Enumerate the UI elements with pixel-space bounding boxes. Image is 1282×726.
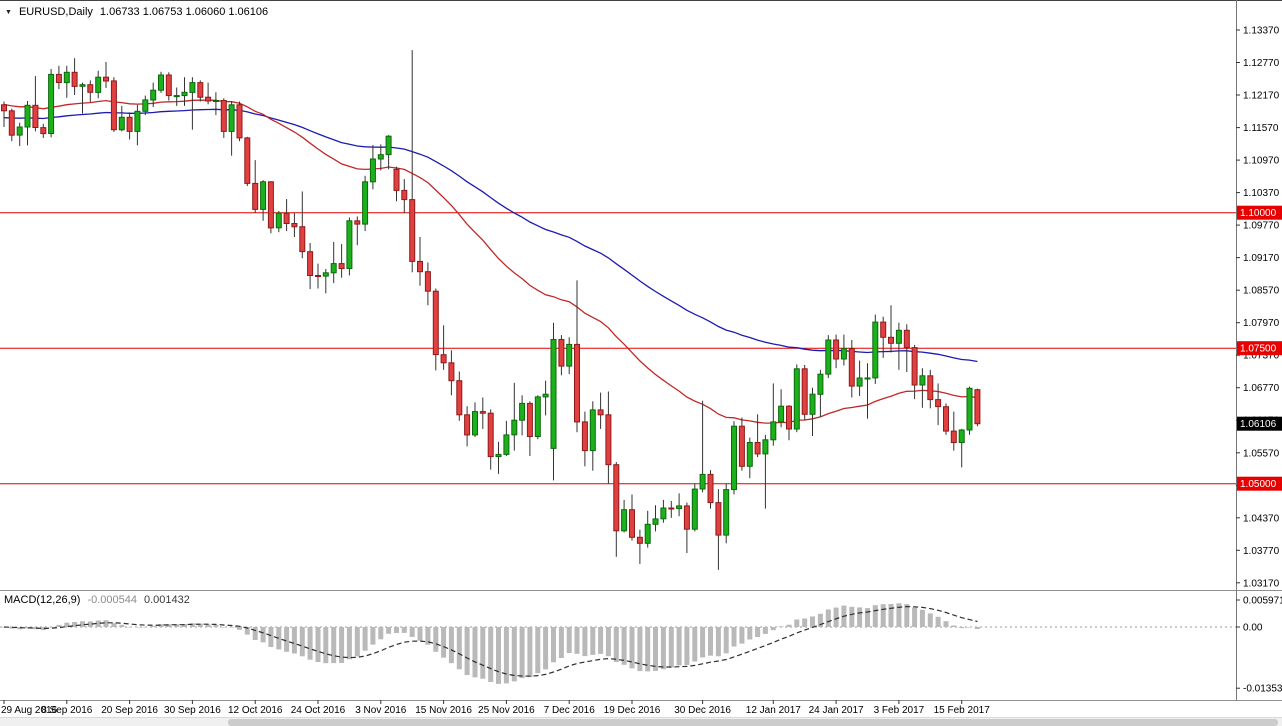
svg-text:7 Dec 2016: 7 Dec 2016 (544, 705, 596, 716)
svg-text:1.05570: 1.05570 (1243, 448, 1280, 459)
svg-text:25 Nov 2016: 25 Nov 2016 (478, 705, 535, 716)
ohlc-readout: 1.06733 1.06753 1.06060 1.06106 (99, 6, 269, 18)
indicator-main-value: -0.000544 (87, 594, 137, 606)
svg-text:20 Sep 2016: 20 Sep 2016 (101, 705, 158, 716)
scrollbar-thumb[interactable] (228, 719, 1278, 726)
level-price-tag[interactable]: 1.07500 (1237, 341, 1282, 356)
macd-pane[interactable] (0, 603, 1236, 684)
svg-text:0.005971: 0.005971 (1243, 596, 1282, 607)
svg-text:1.11570: 1.11570 (1243, 123, 1279, 134)
svg-text:30 Dec 2016: 30 Dec 2016 (674, 705, 731, 716)
svg-text:1.09170: 1.09170 (1243, 253, 1280, 264)
svg-text:3 Feb 2017: 3 Feb 2017 (874, 705, 925, 716)
macd-signal-line (3, 605, 978, 677)
svg-text:1.07370: 1.07370 (1243, 351, 1280, 362)
svg-text:1.07970: 1.07970 (1243, 318, 1280, 329)
horizontal-level-lines[interactable] (0, 212, 1236, 485)
svg-text:24 Jan 2017: 24 Jan 2017 (809, 705, 864, 716)
svg-text:15 Feb 2017: 15 Feb 2017 (934, 705, 991, 716)
symbol-dropdown-icon[interactable]: ▼ (5, 8, 12, 16)
svg-text:1.06770: 1.06770 (1243, 383, 1280, 394)
svg-text:1.12770: 1.12770 (1243, 58, 1280, 69)
svg-text:8 Sep 2016: 8 Sep 2016 (41, 705, 93, 716)
svg-text:3 Nov 2016: 3 Nov 2016 (355, 705, 407, 716)
level-price-tag[interactable]: 1.10000 (1237, 205, 1282, 220)
svg-text:-0.013535: -0.013535 (1243, 684, 1282, 695)
svg-text:1.10370: 1.10370 (1243, 188, 1280, 199)
svg-text:1.09770: 1.09770 (1243, 221, 1280, 232)
level-price-tag[interactable]: 1.05000 (1237, 476, 1282, 491)
svg-text:19 Dec 2016: 19 Dec 2016 (604, 705, 661, 716)
svg-text:24 Oct 2016: 24 Oct 2016 (291, 705, 346, 716)
svg-text:1.10000: 1.10000 (1240, 208, 1277, 219)
indicator-signal-value: 0.001432 (143, 594, 190, 606)
svg-text:1.06106: 1.06106 (1240, 419, 1277, 430)
svg-text:12 Oct 2016: 12 Oct 2016 (228, 705, 283, 716)
svg-text:1.07500: 1.07500 (1240, 344, 1277, 355)
svg-text:1.03170: 1.03170 (1243, 578, 1280, 589)
svg-text:1.03770: 1.03770 (1243, 546, 1280, 557)
horizontal-scrollbar[interactable] (0, 717, 1282, 726)
svg-text:15 Nov 2016: 15 Nov 2016 (415, 705, 472, 716)
svg-text:29 Aug 2016: 29 Aug 2016 (1, 705, 58, 716)
svg-text:1.05000: 1.05000 (1240, 479, 1277, 490)
current-price-tag: 1.06106 (1237, 416, 1282, 431)
svg-text:1.13370: 1.13370 (1243, 26, 1280, 37)
moving-average-slow-blue (3, 108, 978, 363)
indicator-label: MACD(12,26,9) -0.000544 0.001432 (4, 594, 190, 606)
svg-text:1.04370: 1.04370 (1243, 513, 1280, 524)
svg-text:1.12170: 1.12170 (1243, 91, 1280, 102)
indicator-name: MACD(12,26,9) (4, 594, 81, 606)
moving-average-fast-red (3, 99, 978, 424)
svg-text:1.08570: 1.08570 (1243, 286, 1280, 297)
symbol-period-label: EURUSD,Daily (18, 6, 93, 18)
candles[interactable] (1, 50, 981, 570)
chart-title: ▼ EURUSD,Daily 1.06733 1.06753 1.06060 1… (5, 6, 268, 18)
svg-text:12 Jan 2017: 12 Jan 2017 (746, 705, 801, 716)
svg-text:1.10970: 1.10970 (1243, 156, 1280, 167)
svg-text:30 Sep 2016: 30 Sep 2016 (164, 705, 221, 716)
price-axis[interactable]: 1.13370 1.12770 1.12170 1.11570 1.10970 1.103… (1236, 26, 1282, 695)
svg-text:0.00: 0.00 (1243, 623, 1263, 634)
